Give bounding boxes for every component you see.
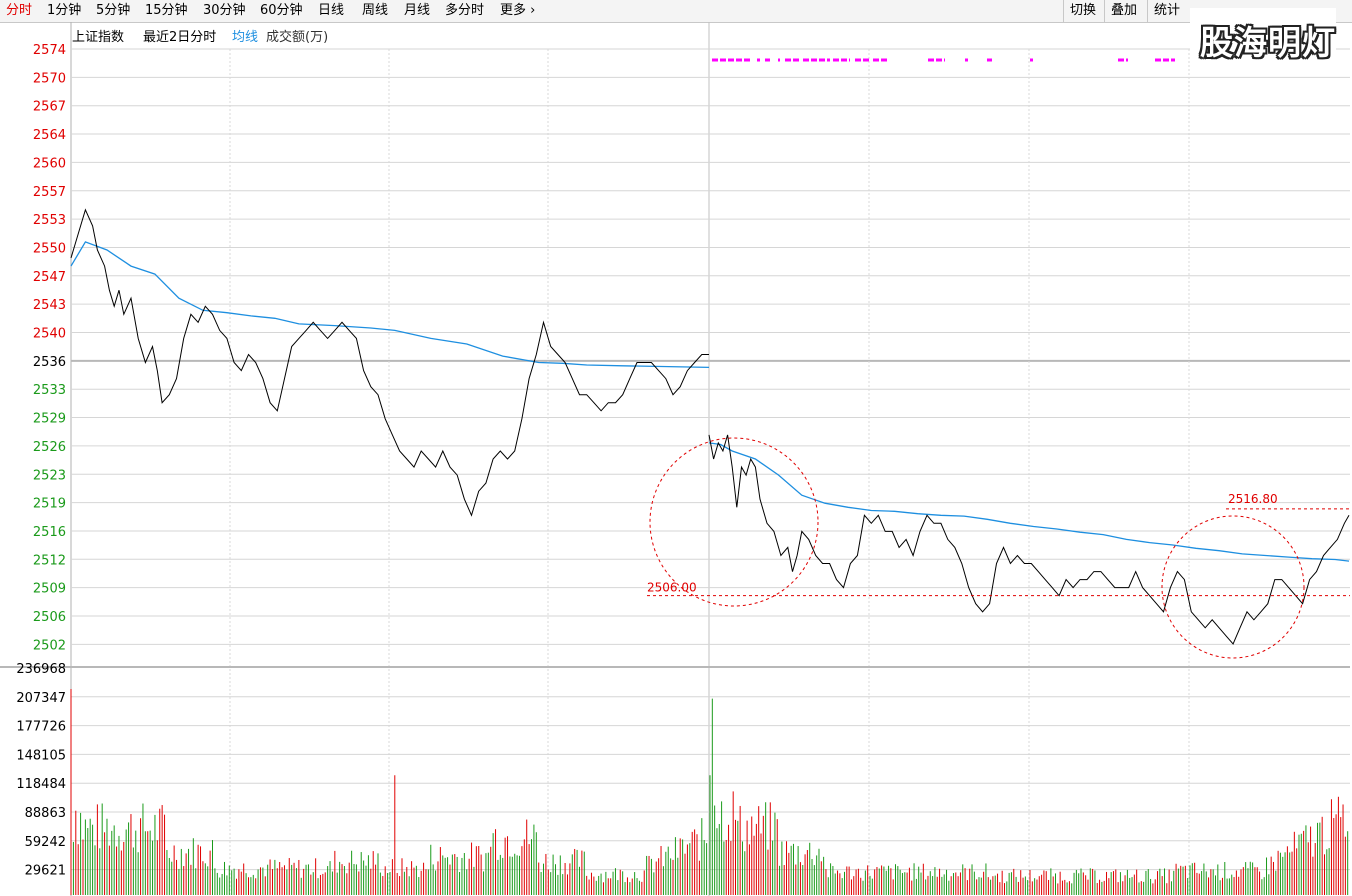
legend-index-name: 上证指数 [72, 30, 124, 45]
price-tick-label: 2540 [33, 327, 66, 342]
price-tick-label: 2567 [33, 100, 66, 115]
period-tab-2[interactable]: 5分钟 [96, 3, 131, 18]
price-tick-label: 2550 [33, 241, 66, 256]
avg-line-day1 [70, 241, 710, 369]
price-tick-label: 2512 [33, 553, 66, 568]
period-tab-9[interactable]: 多分时 [445, 3, 485, 18]
price-tick-label: 2547 [33, 270, 66, 285]
period-tab-8[interactable]: 月线 [404, 3, 431, 18]
period-tab-6[interactable]: 日线 [318, 3, 345, 18]
price-tick-label: 2519 [33, 497, 66, 512]
volume-tick-label: 29621 [25, 864, 66, 879]
price-tick-label: 2570 [33, 71, 66, 86]
legend-avg-line: 均线 [232, 30, 258, 45]
period-toolbar: 分时 1分钟 5分钟 15分钟 30分钟 60分钟 日线 周线 月线 多分时 更多 › 切换 叠加 统计 [0, 0, 1352, 23]
chart-legend: 上证指数 最近2日分时 均线 成交额(万) [72, 29, 328, 45]
legend-volume: 成交额(万) [266, 29, 328, 45]
price-tick-label: 2529 [33, 412, 66, 427]
intraday-chart: 2574 2570 2567 2564 2560 2557 2553 2550 2547 2543… [0, 22, 1350, 896]
highlight-circle-left [649, 437, 819, 607]
support-label: 2506.00 [647, 581, 697, 595]
price-tick-label: 2526 [33, 440, 66, 455]
price-tick-label: 2574 [33, 43, 66, 58]
price-tick-label: 2533 [33, 383, 66, 398]
price-tick-label: 2509 [33, 582, 66, 597]
price-tick-label: 2536 [33, 355, 66, 370]
period-tab-1[interactable]: 1分钟 [47, 3, 82, 18]
highlight-circle-right [1161, 515, 1305, 659]
annotations: 2506.00 2516.80 [647, 437, 1350, 659]
price-tick-label: 2506 [33, 610, 66, 625]
period-tab-0[interactable]: 分时 [6, 3, 33, 18]
watermark-logo: 股海明灯 [1190, 8, 1336, 64]
legend-period: 最近2日分时 [143, 30, 216, 45]
volume-tick-label: 148105 [16, 748, 66, 763]
resistance-label: 2516.80 [1228, 492, 1278, 506]
volume-bars [70, 689, 1349, 895]
price-tick-label: 2516 [33, 525, 66, 540]
watermark-text: 股海明灯 [1200, 23, 1336, 62]
toolbar-button-0[interactable]: 切换 [1063, 0, 1102, 22]
price-tick-label: 2564 [33, 128, 66, 143]
volume-tick-label: 236968 [16, 662, 66, 677]
volume-tick-label: 59242 [25, 835, 66, 850]
period-tab-10[interactable]: 更多 › [500, 3, 536, 18]
price-line-day1 [70, 208, 709, 517]
period-tab-5[interactable]: 60分钟 [260, 3, 303, 18]
axis-labels: 2574 2570 2567 2564 2560 2557 2553 2550 2547 2543… [16, 43, 66, 879]
price-line-day2 [708, 434, 1350, 645]
price-tick-label: 2523 [33, 468, 66, 483]
price-tick-label: 2553 [33, 213, 66, 228]
volume-tick-label: 207347 [16, 691, 66, 706]
period-tab-7[interactable]: 周线 [362, 3, 389, 18]
price-tick-label: 2543 [33, 298, 66, 313]
period-tab-3[interactable]: 15分钟 [145, 3, 188, 18]
toolbar-button-1[interactable]: 叠加 [1104, 0, 1143, 22]
period-tab-4[interactable]: 30分钟 [203, 3, 246, 18]
price-tick-label: 2560 [33, 156, 66, 171]
volume-tick-label: 177726 [16, 720, 66, 735]
avg-line-day2 [708, 442, 1350, 562]
grid-layer [0, 22, 1350, 896]
volume-tick-label: 118484 [16, 777, 66, 792]
volume-tick-label: 88863 [25, 806, 66, 821]
price-tick-label: 2557 [33, 185, 66, 200]
toolbar-button-2[interactable]: 统计 [1147, 0, 1186, 22]
price-tick-label: 2502 [33, 638, 66, 653]
price-lines [70, 208, 1350, 645]
